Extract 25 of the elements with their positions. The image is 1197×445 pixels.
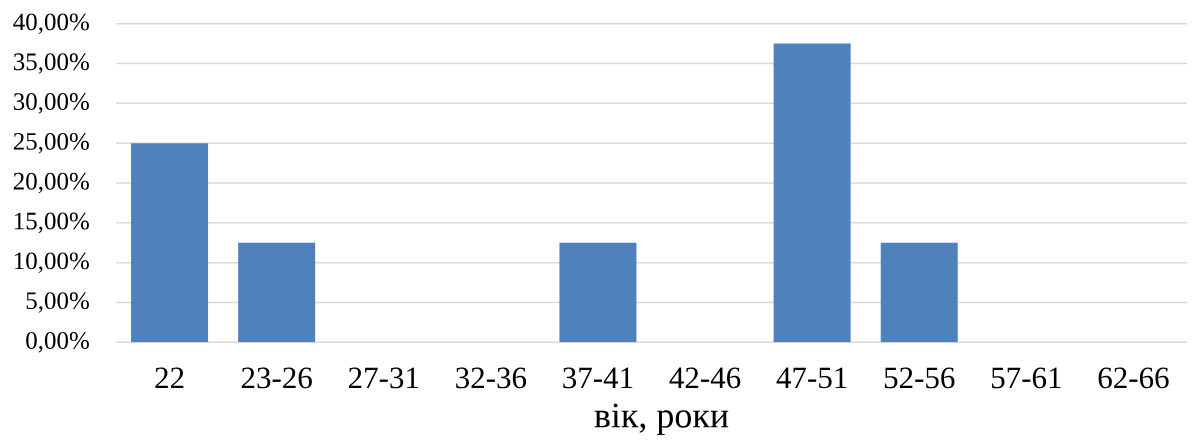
x-axis-title: вік, роки <box>594 403 729 435</box>
x-tick-label: 57-61 <box>991 367 1061 389</box>
y-tick-label: 35,00% <box>13 53 89 74</box>
y-tick-label: 10,00% <box>14 252 89 273</box>
y-tick-label: 0,00% <box>26 332 89 353</box>
y-tick-label: 20,00% <box>13 172 89 194</box>
x-tick-label: 62-66 <box>1098 367 1169 389</box>
y-tick-label: 25,00% <box>13 132 89 154</box>
x-tick-label: 22 <box>155 367 184 389</box>
y-tick-label: 5,00% <box>26 292 89 313</box>
y-tick-label: 30,00% <box>13 93 89 114</box>
bar <box>238 242 316 343</box>
x-tick-label: 32-36 <box>456 367 527 389</box>
bar <box>880 242 958 343</box>
x-tick-label: 52-56 <box>884 367 955 389</box>
x-tick-label: 37-41 <box>563 367 633 389</box>
x-tick-label: 47-51 <box>776 367 847 389</box>
bar <box>131 143 209 343</box>
bar <box>773 43 851 343</box>
x-tick-label: 42-46 <box>669 367 741 389</box>
y-tick-label: 40,00% <box>13 13 89 34</box>
y-tick-label: 15,00% <box>14 212 89 234</box>
x-tick-label: 27-31 <box>348 367 419 389</box>
bar <box>559 242 637 343</box>
x-tick-label: 23-26 <box>241 367 312 389</box>
